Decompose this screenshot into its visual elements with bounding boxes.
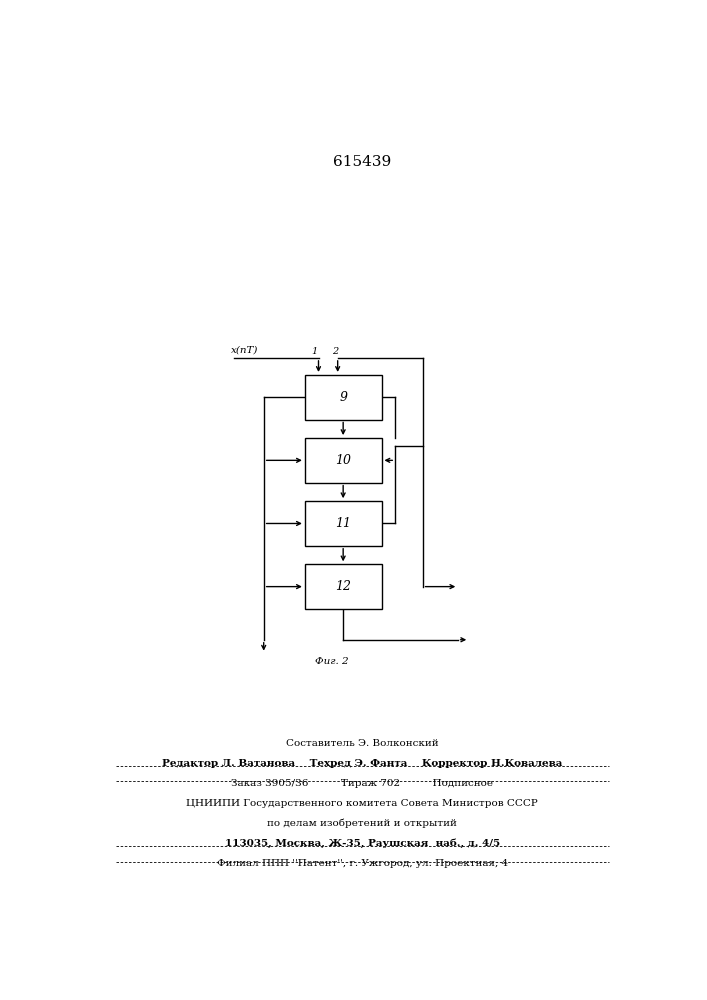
Text: ЦНИИПИ Государственного комитета Совета Министров СССР: ЦНИИПИ Государственного комитета Совета … — [187, 799, 538, 808]
Text: 11: 11 — [335, 517, 351, 530]
Text: Составитель Э. Волконский: Составитель Э. Волконский — [286, 739, 438, 748]
Text: Заказ 3905/36          Тираж 702          Подписное: Заказ 3905/36 Тираж 702 Подписное — [231, 779, 493, 788]
Text: по делам изобретений и открытий: по делам изобретений и открытий — [267, 818, 457, 828]
Text: Филиал ППП ''Патент'', г. Ужгород, ул. Проектная, 4: Филиал ППП ''Патент'', г. Ужгород, ул. П… — [217, 859, 508, 868]
Text: 9: 9 — [339, 391, 347, 404]
Text: Фиг. 2: Фиг. 2 — [315, 657, 349, 666]
Text: 12: 12 — [335, 580, 351, 593]
Text: 615439: 615439 — [333, 155, 392, 169]
Text: Редактор Л. Ватанова    Техред Э. Фанта    Корректор Н.Ковалева: Редактор Л. Ватанова Техред Э. Фанта Кор… — [162, 759, 563, 768]
Bar — [305, 501, 382, 546]
Text: 113035, Москва, Ж-35, Раушская  наб., д. 4/5: 113035, Москва, Ж-35, Раушская наб., д. … — [225, 838, 500, 848]
Text: 2: 2 — [332, 347, 338, 356]
Bar — [305, 375, 382, 420]
Text: x(nT): x(nT) — [231, 346, 258, 355]
Text: 10: 10 — [335, 454, 351, 467]
Bar — [305, 564, 382, 609]
Bar — [305, 438, 382, 483]
Text: 1: 1 — [311, 347, 317, 356]
